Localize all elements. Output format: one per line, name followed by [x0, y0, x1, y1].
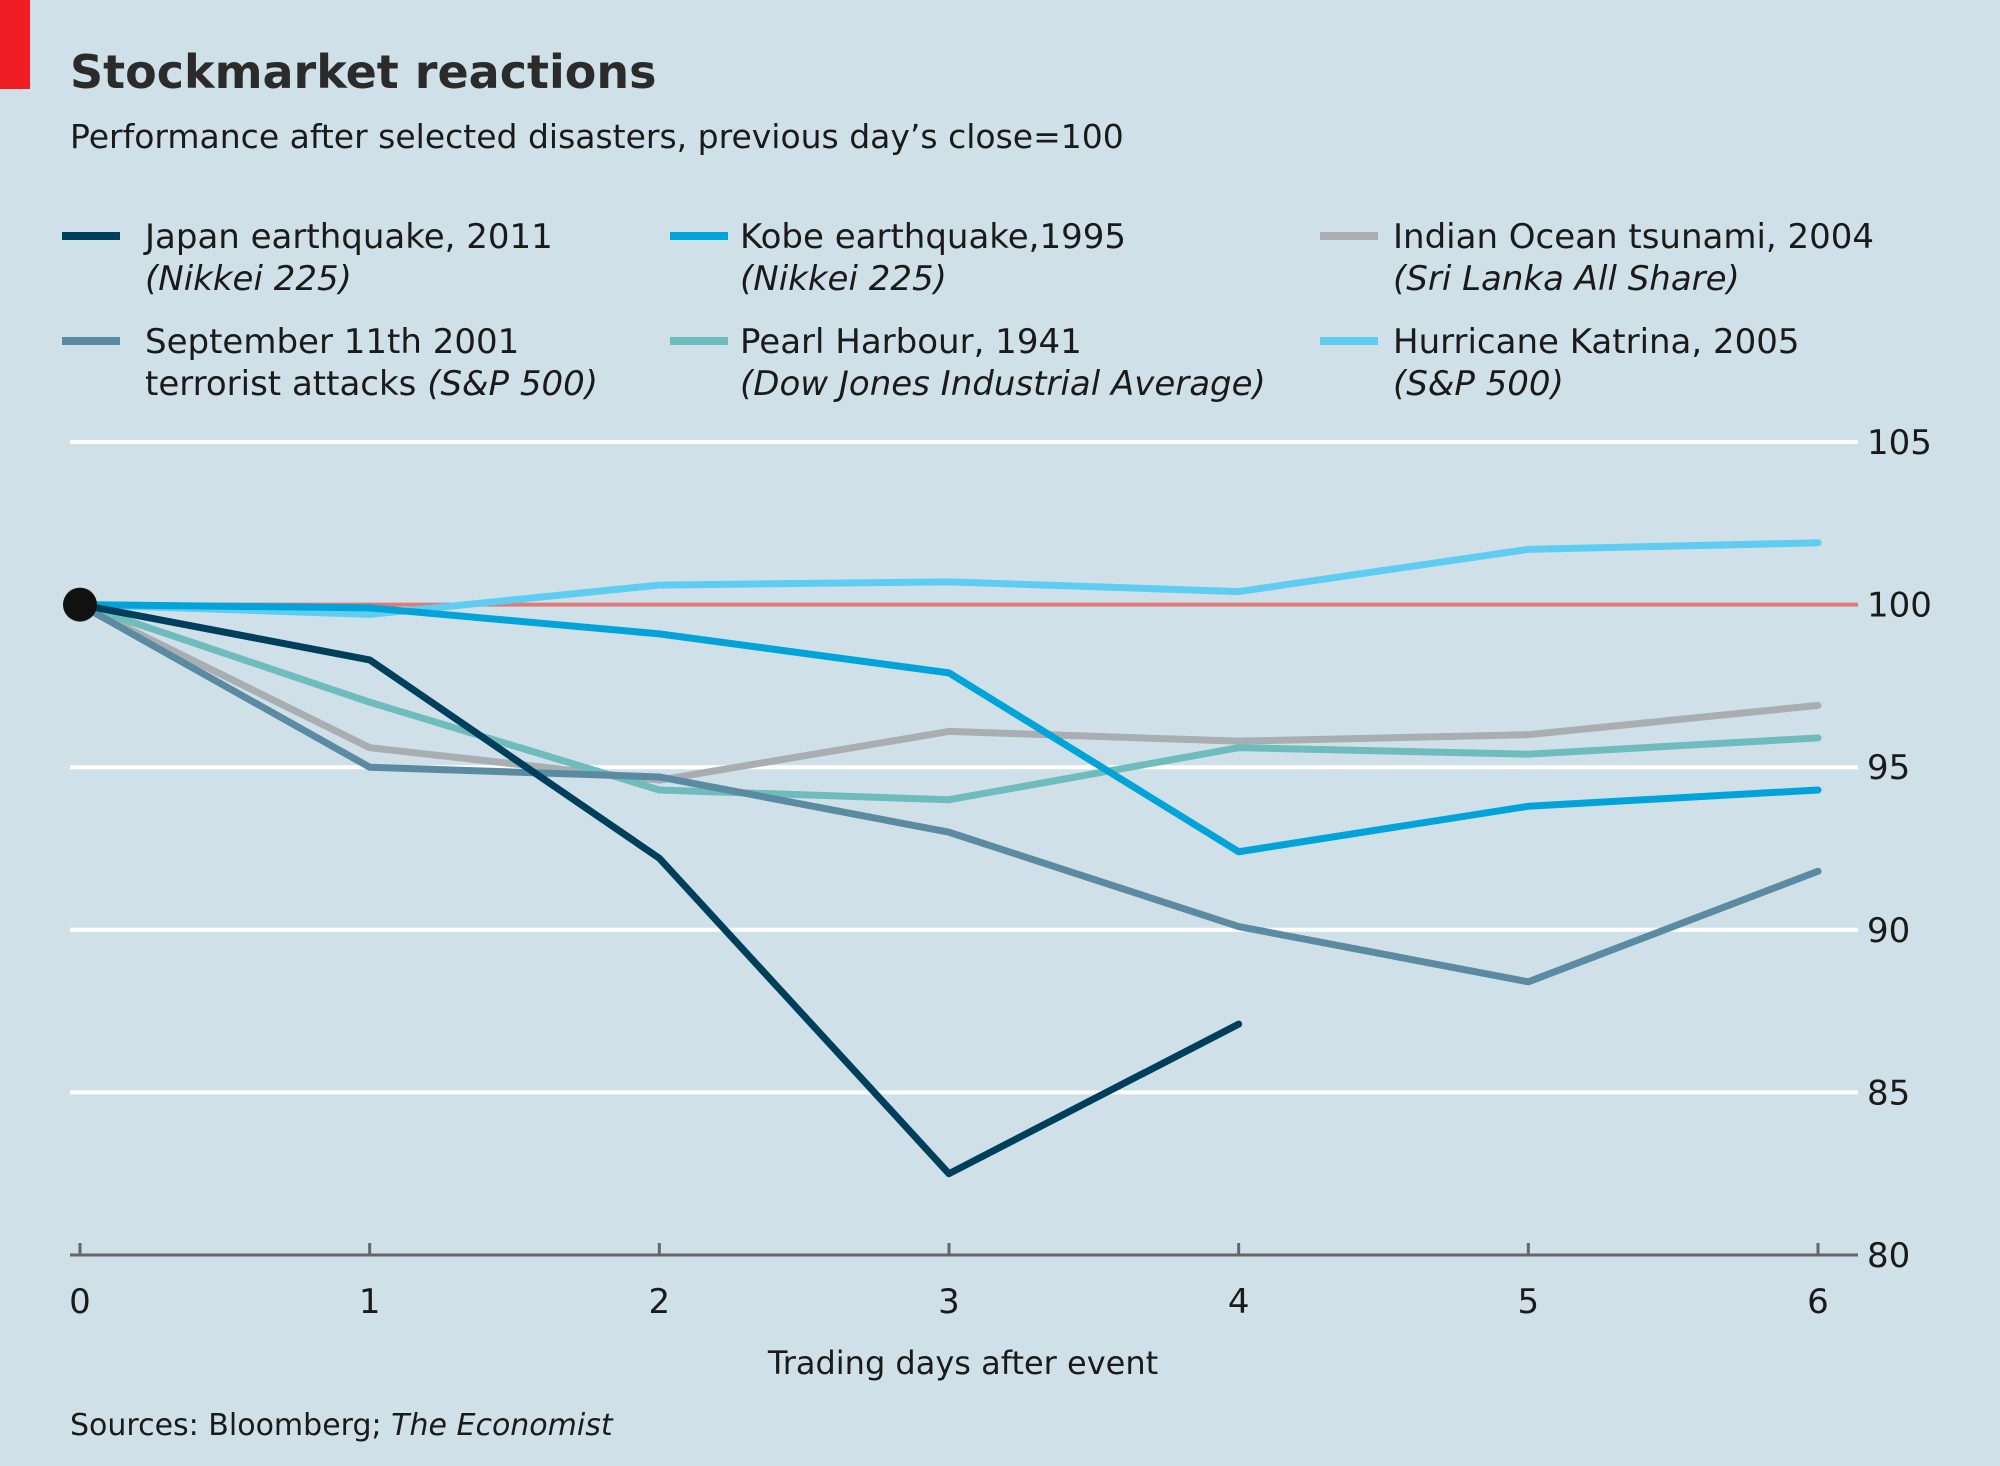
- series-line-1: [76, 601, 1822, 986]
- legend-index: terrorist attacks (S&P 500): [145, 364, 598, 404]
- legend-label: Kobe earthquake,1995: [740, 217, 1126, 257]
- legend-index: (S&P 500): [1393, 364, 1564, 404]
- y-tick-label: 80: [1867, 1236, 1910, 1276]
- y-tick-label: 90: [1867, 911, 1910, 951]
- series-line-4: [76, 601, 1822, 784]
- x-tick-label: 0: [69, 1282, 91, 1322]
- legend-label-cont: terrorist attacks: [145, 364, 427, 404]
- legend-index: (Nikkei 225): [145, 259, 352, 299]
- legend-label: Indian Ocean tsunami, 2004: [1393, 217, 1874, 257]
- source-note: Sources: Bloomberg; The Economist: [70, 1408, 614, 1443]
- legend-label: September 11th 2001: [145, 322, 519, 362]
- y-tick-label: 95: [1867, 748, 1910, 788]
- start-marker: [63, 587, 97, 622]
- chart-subtitle: Performance after selected disasters, pr…: [70, 117, 1124, 156]
- y-tick-label: 85: [1867, 1073, 1910, 1113]
- series-line-0: [76, 601, 1243, 1178]
- legend-index-text: (Nikkei 225): [740, 259, 947, 299]
- legend-index-text: (Sri Lanka All Share): [1393, 259, 1740, 299]
- legend-index-text: (S&P 500): [1393, 364, 1564, 404]
- legend-index: (Nikkei 225): [740, 259, 947, 299]
- series-line-5: [76, 539, 1822, 618]
- legend-label: Pearl Harbour, 1941: [740, 322, 1082, 362]
- x-axis: 0 1 2 3 4 5 6: [69, 1243, 1858, 1322]
- x-tick-label: 2: [649, 1282, 671, 1322]
- legend: Japan earthquake, 2011(Nikkei 225)Septem…: [62, 217, 1874, 404]
- x-axis-title: Trading days after event: [767, 1344, 1158, 1382]
- red-accent-tab: [0, 0, 30, 89]
- legend-index: (Dow Jones Industrial Average): [740, 364, 1266, 404]
- legend-index: (Sri Lanka All Share): [1393, 259, 1740, 299]
- chart-title: Stockmarket reactions: [70, 45, 656, 99]
- source-prefix: Sources: Bloomberg;: [70, 1408, 391, 1443]
- x-tick-label: 3: [938, 1282, 960, 1322]
- x-tick-label: 4: [1228, 1282, 1250, 1322]
- legend-index-text: (Dow Jones Industrial Average): [740, 364, 1266, 404]
- gridlines: [70, 440, 1858, 1095]
- legend-index-text: (Nikkei 225): [145, 259, 352, 299]
- x-tick-label: 5: [1518, 1282, 1540, 1322]
- series-line-3: [76, 601, 1822, 804]
- source-italic: The Economist: [391, 1408, 614, 1443]
- series-lines: [63, 539, 1822, 1178]
- x-tick-label: 1: [359, 1282, 381, 1322]
- series-line-2: [76, 601, 1822, 856]
- y-axis-ticks: 80 85 90 95 100 105: [1867, 423, 1932, 1276]
- y-tick-label: 100: [1867, 586, 1932, 626]
- x-tick-label: 6: [1807, 1282, 1829, 1322]
- legend-index-text: (S&P 500): [427, 364, 598, 404]
- y-tick-label: 105: [1867, 423, 1932, 463]
- legend-label: Hurricane Katrina, 2005: [1393, 322, 1800, 362]
- legend-label: Japan earthquake, 2011: [143, 217, 553, 257]
